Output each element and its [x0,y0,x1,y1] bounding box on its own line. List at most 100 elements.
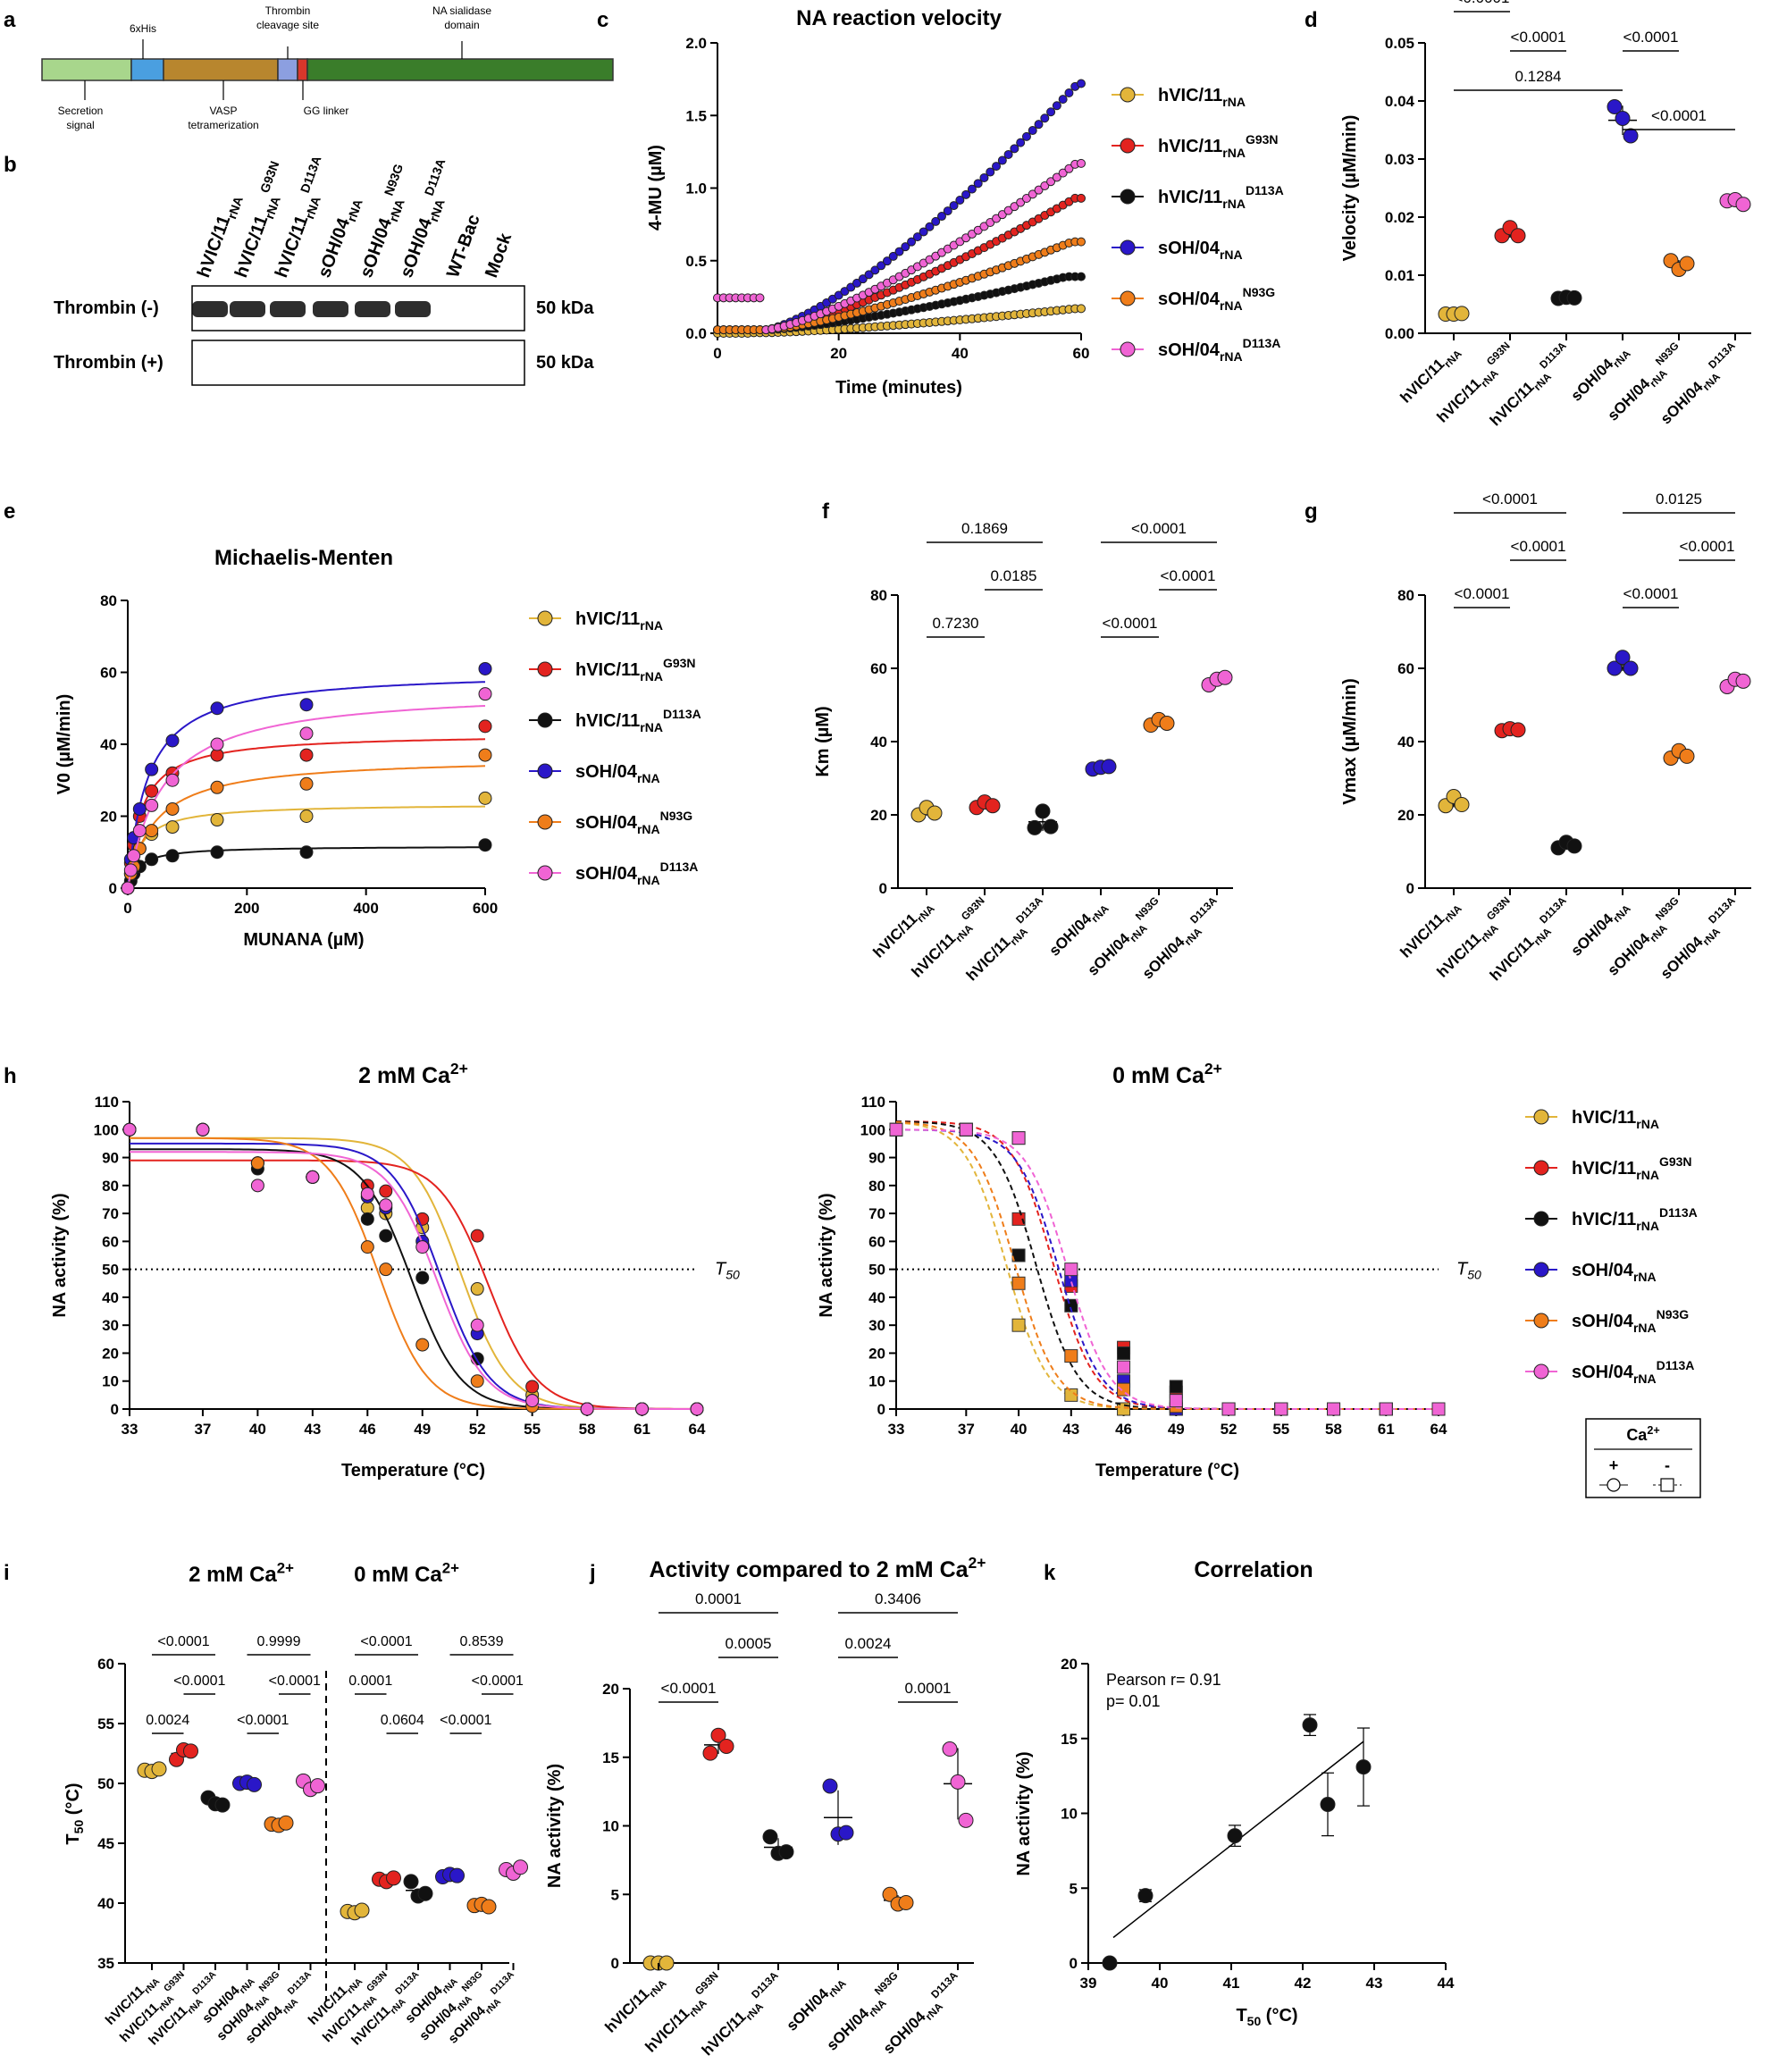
y-tick-label: 110 [95,1094,119,1111]
label-subscript: rNA [640,669,663,684]
y-tick-label: 10 [102,1373,119,1390]
series-point [1010,202,1019,212]
y-tick-label: 80 [870,587,887,604]
title-superscript: 2+ [442,1559,459,1576]
data-point [1302,1717,1318,1733]
p-value-label: <0.0001 [1103,615,1158,632]
data-point [525,1394,540,1408]
data-point [247,1776,262,1792]
series-point [894,247,904,256]
y-tick-label: 80 [102,1178,119,1195]
panel-letter-i: i [4,1561,10,1585]
fit-curve [127,805,485,889]
y-tick-label: 80 [868,1178,885,1195]
title-base: Activity compared to 2 mM Ca [650,1557,969,1582]
threshold-base: T [715,1260,727,1279]
label-tetramerization: tetramerization [188,119,258,131]
blot-box-plus [191,340,525,386]
label-base: hVIC/11 [1158,86,1222,105]
data-point [702,1745,718,1761]
x-tick-label: 600 [473,900,498,917]
data-point [165,734,180,748]
label-base: sOH/04 [1158,239,1221,258]
series-point [1077,158,1086,168]
data-point [1510,722,1526,738]
y-axis-label: V0 (µM/min) [55,694,74,795]
y-tick-label: 0.00 [1385,325,1414,342]
domain-segment [163,58,279,81]
x-tick-label: 200 [234,900,259,917]
p-value-label: <0.0001 [173,1674,225,1689]
label-gg-linker: GG linker [304,105,349,117]
y-tick-label: 40 [102,1289,119,1306]
legend-marker [1120,87,1136,103]
series-point [1034,185,1044,195]
data-point [1566,289,1582,306]
data-point [379,1229,393,1243]
label-superscript: D113A [1013,894,1045,927]
domain-labels: 6xHis Thrombin cleavage site NA sialidas… [58,4,492,131]
legend-marker [1533,1262,1549,1278]
data-point [1117,1382,1131,1397]
series-5 [713,158,1086,335]
x-tick-label: 42 [1295,1975,1312,1992]
lane-label: Mock [482,230,516,280]
p-value-label: <0.0001 [360,1634,412,1649]
blot-band [230,301,265,317]
label-subscript: rNA [344,197,365,224]
y-tick-label: 50 [868,1262,885,1279]
chart-title-right: 0 mM Ca2+ [354,1559,459,1587]
data-point [210,737,224,751]
label-base: hVIC/11 [963,934,1014,985]
x-tick-label: 61 [1378,1421,1395,1438]
x-tick-label: 55 [1272,1421,1289,1438]
data-point [132,801,147,816]
label-superscript: D113A [1243,336,1281,350]
series-point [1077,272,1086,281]
y-tick-label: 60 [102,1233,119,1250]
title-superscript: 2+ [1204,1060,1222,1078]
data-point [360,1201,374,1215]
label-superscript: G93N [663,656,696,670]
data-point [1227,1828,1243,1844]
series-point [997,210,1007,220]
label-superscript: N93G [256,1969,281,1994]
data-point [151,1761,167,1777]
y-tick-label: 70 [102,1205,119,1222]
data-point [127,849,141,863]
series-point [1021,131,1031,141]
y-tick-label: 0 [1070,1955,1078,1972]
x-tick-label: 60 [1073,345,1090,362]
data-point [1566,838,1582,854]
label-superscript: D113A [286,1969,314,1997]
label-superscript: N93G [1243,285,1276,299]
label-superscript: D113A [1706,894,1738,927]
panel-letter-k: k [1044,1561,1056,1585]
p-value-label: <0.0001 [1651,107,1707,124]
domain-segment [41,58,132,81]
data-point [1623,660,1639,676]
data-point [470,1282,484,1296]
label-superscript: N93G [660,809,693,823]
annotation-pearson: Pearson r= 0.91 [1106,1671,1221,1689]
label-subscript: rNA [1633,1321,1657,1335]
threshold-base: T [1456,1260,1469,1279]
label-superscript: D113A [1187,894,1220,927]
label-superscript: D113A [489,1969,516,1997]
data-point [210,813,224,827]
data-point [449,1867,465,1883]
p-value-label: 0.0001 [695,1590,742,1607]
data-point [959,1122,973,1137]
chart-title: Activity compared to 2 mM Ca2+ [650,1554,986,1582]
label-superscript: G93N [1246,132,1279,147]
label-base: hVIC/11 [575,609,640,629]
label-domain: domain [444,19,479,31]
y-tick-label: 20 [602,1681,619,1698]
legend-marker [537,763,553,779]
data-point [415,1338,430,1352]
label-base: sOH/04 [357,215,397,281]
label-base: sOH/04 [1657,933,1707,982]
fit-curve [127,681,486,889]
